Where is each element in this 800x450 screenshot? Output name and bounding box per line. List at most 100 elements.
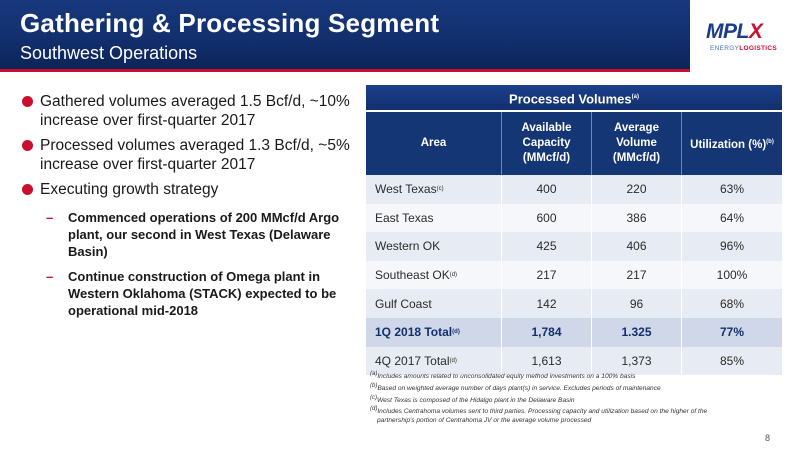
cell-utilization: 68% xyxy=(682,289,782,318)
column-header-area: Area xyxy=(366,112,502,175)
cell-volume-text: 220 xyxy=(626,182,647,197)
mplx-logo: MPLX ENERGYLOGISTICS xyxy=(702,18,792,58)
title-band: Gathering & Processing Segment Southwest… xyxy=(0,0,690,72)
logo-sub-bold: LOGISTICS xyxy=(739,45,777,52)
table-row: West Texas (c) 400 220 63% xyxy=(366,175,782,204)
cell-capacity: 1,784 xyxy=(502,317,592,347)
table-row: East Texas 600 386 64% xyxy=(366,203,782,233)
cell-area: West Texas (c) xyxy=(366,175,502,204)
sub-bullet-item: – Commenced operations of 200 MMcf/d Arg… xyxy=(42,209,352,260)
sub-bullet-text: Commenced operations of 200 MMcf/d Argo … xyxy=(68,210,340,259)
bullet-text: Gathered volumes averaged 1.5 Bcf/d, ~10… xyxy=(40,93,350,129)
footnote-mark: (d) xyxy=(370,406,378,413)
cell-area: Southeast OK (d) xyxy=(366,260,502,290)
cell-capacity: 400 xyxy=(502,175,592,204)
cell-capacity-text: 1,613 xyxy=(531,353,562,368)
footnote-text: Includes amounts related to unconsolidat… xyxy=(377,373,636,381)
cell-capacity: 142 xyxy=(502,289,592,318)
cell-volume: 96 xyxy=(592,289,682,318)
footnotes: (a)Includes amounts related to unconsoli… xyxy=(370,370,785,426)
cell-note: (d) xyxy=(449,357,457,364)
cell-capacity-text: 600 xyxy=(536,210,557,225)
cell-volume: 220 xyxy=(592,175,682,204)
page-number: 8 xyxy=(765,433,771,443)
cell-capacity-text: 217 xyxy=(536,268,557,283)
cell-capacity: 600 xyxy=(502,203,592,233)
logo-word-main: MPL xyxy=(706,20,749,43)
column-header-label: Average Volume (MMcf/d) xyxy=(612,122,661,164)
bullet-item: Executing growth strategy xyxy=(22,180,352,199)
slide-header: Gathering & Processing Segment Southwest… xyxy=(0,0,800,75)
cell-area: Western OK xyxy=(366,232,502,261)
cell-area: 1Q 2018 Total (d) xyxy=(366,317,502,347)
cell-utilization-text: 85% xyxy=(719,353,745,368)
cell-note: (d) xyxy=(449,272,458,279)
cell-area: East Texas xyxy=(366,203,502,233)
cell-volume-text: 406 xyxy=(626,239,647,254)
table-body: West Texas (c) 400 220 63% East Texas 600 386 64… xyxy=(366,175,782,376)
table-title: Processed Volumes(a) xyxy=(366,85,782,110)
cell-capacity-text: 142 xyxy=(536,296,557,311)
footnote-text: Includes Centrahoma volumes sent to thir… xyxy=(377,408,708,416)
footnote: (d)Includes Centrahoma volumes sent to t… xyxy=(370,405,785,417)
cell-volume: 1.325 xyxy=(592,317,682,347)
cell-capacity: 425 xyxy=(502,232,592,261)
dash-icon: – xyxy=(46,210,54,225)
logo-wordmark: MPLX xyxy=(706,20,763,44)
cell-area: 4Q 2017 Total (d) xyxy=(366,346,502,376)
bullet-item: Processed volumes averaged 1.3 Bcf/d, ~5… xyxy=(22,136,352,174)
cell-utilization-text: 63% xyxy=(719,182,745,197)
cell-capacity-text: 1,784 xyxy=(531,325,562,340)
footnote: (a)Includes amounts related to unconsoli… xyxy=(370,370,785,382)
table-row: Southeast OK (d) 217 217 100% xyxy=(366,260,782,290)
cell-volume-text: 217 xyxy=(626,268,647,283)
footnote-text: partnership's portion of Centrahoma JV o… xyxy=(377,417,592,425)
cell-note: (c) xyxy=(436,186,444,193)
cell-utilization-text: 96% xyxy=(719,239,745,254)
logo-word-x: X xyxy=(748,20,763,43)
cell-area-text: Gulf Coast xyxy=(375,296,432,311)
table-row: 4Q 2017 Total (d) 1,613 1,373 85% xyxy=(366,346,782,376)
column-header-volume: Average Volume (MMcf/d) xyxy=(592,112,682,175)
logo-tagline: ENERGYLOGISTICS xyxy=(710,45,777,52)
cell-area-text: Southeast OK xyxy=(375,268,450,283)
cell-volume: 1,373 xyxy=(592,346,682,376)
bullet-dot-icon xyxy=(22,140,33,151)
footnote: (b)Based on weighted average number of d… xyxy=(370,382,785,394)
bullet-text: Processed volumes averaged 1.3 Bcf/d, ~5… xyxy=(40,137,350,173)
cell-volume: 386 xyxy=(592,203,682,233)
cell-volume-text: 386 xyxy=(626,210,647,225)
bullet-dot-icon xyxy=(22,184,33,195)
cell-area: Gulf Coast xyxy=(366,289,502,318)
processed-volumes-table: Processed Volumes(a) Area Available Capa… xyxy=(366,85,782,376)
cell-capacity-text: 400 xyxy=(536,182,557,197)
cell-area-text: 1Q 2018 Total xyxy=(375,325,453,340)
column-header-label: Utilization (%)(b) xyxy=(690,135,774,153)
cell-utilization: 85% xyxy=(682,347,782,376)
cell-utilization: 96% xyxy=(682,232,782,261)
cell-utilization-text: 100% xyxy=(716,268,748,283)
sub-bullet-text: Continue construction of Omega plant in … xyxy=(68,269,337,318)
cell-area-text: 4Q 2017 Total xyxy=(375,353,450,368)
footnote-text: West Texas is composed of the Hidalgo pl… xyxy=(377,396,575,404)
cell-capacity: 1,613 xyxy=(502,346,592,376)
table-title-note: (a) xyxy=(631,94,639,100)
footnote-continuation: partnership's portion of Centrahoma JV o… xyxy=(370,417,785,426)
footnote-mark: (c) xyxy=(370,394,377,401)
table-title-text: Processed Volumes xyxy=(509,91,632,107)
cell-utilization: 64% xyxy=(682,204,782,233)
cell-utilization: 63% xyxy=(682,175,782,204)
sub-bullet-item: – Continue construction of Omega plant i… xyxy=(42,268,352,319)
cell-volume-text: 96 xyxy=(629,296,644,311)
footnote-mark: (b) xyxy=(370,382,378,389)
logo-sub-light: ENERGY xyxy=(710,45,740,52)
table-row: Western OK 425 406 96% xyxy=(366,232,782,261)
cell-volume-text: 1.325 xyxy=(621,325,652,340)
bullet-item: Gathered volumes averaged 1.5 Bcf/d, ~10… xyxy=(22,92,352,130)
bullet-list: Gathered volumes averaged 1.5 Bcf/d, ~10… xyxy=(22,92,352,327)
column-header-label: Area xyxy=(420,137,447,149)
cell-utilization-text: 77% xyxy=(719,325,745,340)
cell-area-text: West Texas xyxy=(375,182,437,197)
cell-volume: 406 xyxy=(592,232,682,261)
page-title: Gathering & Processing Segment xyxy=(20,8,440,38)
